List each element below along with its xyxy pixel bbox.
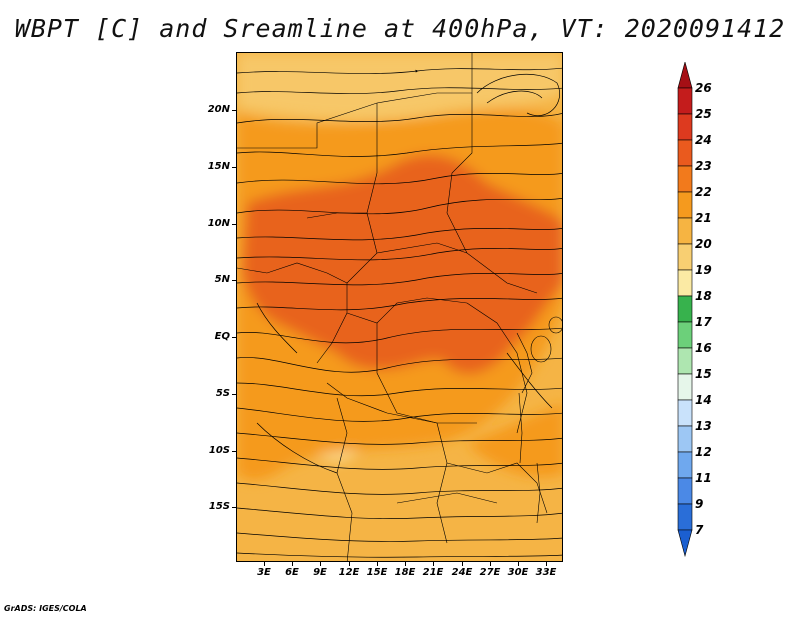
- colorbar-label: 18: [695, 289, 712, 303]
- colorbar-label: 12: [695, 445, 712, 459]
- lat-tick: [232, 337, 236, 338]
- map-canvas: [237, 53, 562, 561]
- colorbar-label: 25: [695, 107, 712, 121]
- lon-tick: [433, 562, 434, 566]
- colorbar: [677, 62, 693, 558]
- colorbar-label: 22: [695, 185, 712, 199]
- temperature-shading: [237, 53, 562, 481]
- lon-label-21e: 21E: [422, 567, 444, 578]
- lat-label-15n: 15N: [207, 161, 230, 172]
- chart-title: WBPT [C] and Sreamline at 400hPa, VT: 20…: [14, 14, 786, 43]
- lat-label-5n: 5N: [214, 274, 230, 285]
- colorbar-label: 23: [695, 159, 712, 173]
- country-borders: [237, 53, 548, 561]
- colorbar-box: [677, 269, 693, 297]
- lat-label-5s: 5S: [215, 388, 230, 399]
- lon-tick: [405, 562, 406, 566]
- lakes: [518, 316, 562, 524]
- lon-tick: [320, 562, 321, 566]
- lat-tick: [232, 394, 236, 395]
- lat-tick: [232, 167, 236, 168]
- lon-tick: [264, 562, 265, 566]
- colorbar-boxes: [677, 62, 693, 558]
- lat-label-10s: 10S: [208, 445, 230, 456]
- colorbar-label: 20: [695, 237, 712, 251]
- lon-label-3e: 3E: [257, 567, 271, 578]
- colorbar-box: [677, 243, 693, 271]
- lat-tick: [232, 224, 236, 225]
- colorbar-label: 17: [695, 315, 712, 329]
- colorbar-box: [677, 321, 693, 349]
- colorbar-box: [677, 113, 693, 141]
- credit-text: GrADS: IGES/COLA: [4, 604, 87, 613]
- colorbar-label: 24: [695, 133, 712, 147]
- colorbar-box: [677, 425, 693, 453]
- lon-label-18e: 18E: [394, 567, 416, 578]
- colorbar-box: [677, 477, 693, 505]
- colorbar-label: 7: [695, 523, 704, 537]
- lat-label-15s: 15S: [208, 501, 230, 512]
- lon-tick: [518, 562, 519, 566]
- lat-label-eq: EQ: [214, 331, 230, 342]
- colorbar-box: [677, 373, 693, 401]
- lat-tick: [232, 110, 236, 111]
- colorbar-label: 9: [695, 497, 704, 511]
- colorbar-box: [677, 295, 693, 323]
- colorbar-label: 11: [695, 471, 712, 485]
- colorbar-box: [677, 191, 693, 219]
- lat-tick: [232, 280, 236, 281]
- lat-label-10n: 10N: [207, 218, 230, 229]
- colorbar-arrow-top: [677, 62, 693, 89]
- lon-label-27e: 27E: [479, 567, 501, 578]
- lon-label-12e: 12E: [338, 567, 360, 578]
- lat-label-20n: 20N: [207, 104, 230, 115]
- lon-label-30e: 30E: [507, 567, 529, 578]
- colorbar-label: 13: [695, 419, 712, 433]
- colorbar-label: 16: [695, 341, 712, 355]
- lat-tick: [232, 507, 236, 508]
- lon-tick: [349, 562, 350, 566]
- colorbar-box: [677, 165, 693, 193]
- colorbar-label: 19: [695, 263, 712, 277]
- colorbar-box: [677, 503, 693, 531]
- lon-tick: [546, 562, 547, 566]
- lon-label-6e: 6E: [285, 567, 299, 578]
- colorbar-box: [677, 399, 693, 427]
- lon-tick: [377, 562, 378, 566]
- colorbar-arrow-bottom: [677, 529, 693, 558]
- colorbar-label: 26: [695, 81, 712, 95]
- colorbar-label: 15: [695, 367, 712, 381]
- colorbar-box: [677, 451, 693, 479]
- lat-tick: [232, 451, 236, 452]
- colorbar-box: [677, 139, 693, 167]
- colorbar-label: 14: [695, 393, 712, 407]
- lon-tick: [490, 562, 491, 566]
- lon-label-24e: 24E: [451, 567, 473, 578]
- lon-label-33e: 33E: [535, 567, 557, 578]
- lon-label-9e: 9E: [313, 567, 327, 578]
- map-panel[interactable]: [236, 52, 563, 562]
- colorbar-box: [677, 347, 693, 375]
- streamlines: [237, 67, 562, 558]
- colorbar-box: [677, 87, 693, 115]
- colorbar-label: 21: [695, 211, 712, 225]
- lon-label-15e: 15E: [366, 567, 388, 578]
- lon-tick: [462, 562, 463, 566]
- colorbar-box: [677, 217, 693, 245]
- lon-tick: [292, 562, 293, 566]
